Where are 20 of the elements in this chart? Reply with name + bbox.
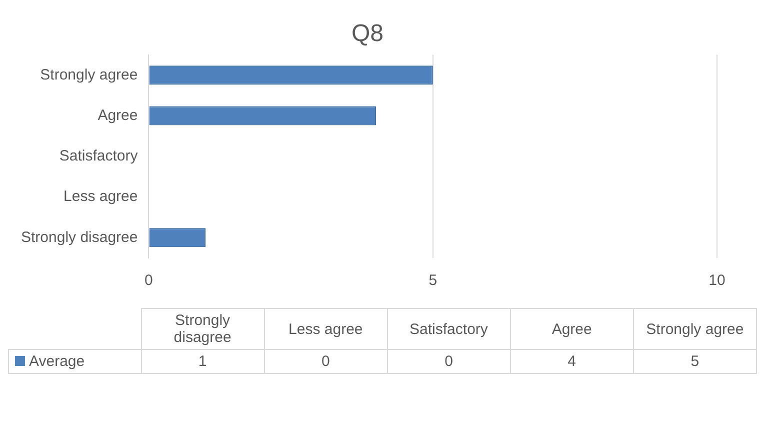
y-tick-label: Less agree (64, 188, 138, 206)
x-tick-label: 5 (428, 272, 438, 290)
x-tick-label: 0 (144, 272, 153, 290)
y-tick-label: Satisfactory (59, 148, 138, 165)
category-label: Agree (510, 308, 634, 350)
y-tick-label: Agree (98, 106, 138, 124)
data-label: 4 (510, 350, 634, 374)
y-tick-label: Strongly agree (40, 66, 138, 84)
legend-label: Average (29, 353, 85, 370)
data-label: 1 (141, 350, 264, 374)
data-label: 0 (387, 350, 510, 374)
x-tick-label: 10 (708, 272, 726, 290)
category-label: Satisfactory (387, 308, 510, 350)
data-label: 0 (264, 350, 388, 374)
category-label: Less agree (264, 308, 388, 350)
chart-title: Q8 (351, 20, 384, 48)
data-label: 5 (633, 350, 756, 374)
category-label: Strongly agree (633, 308, 756, 350)
y-tick-label: Strongly disagree (21, 228, 138, 246)
category-label: Strongly disagree (141, 308, 264, 350)
